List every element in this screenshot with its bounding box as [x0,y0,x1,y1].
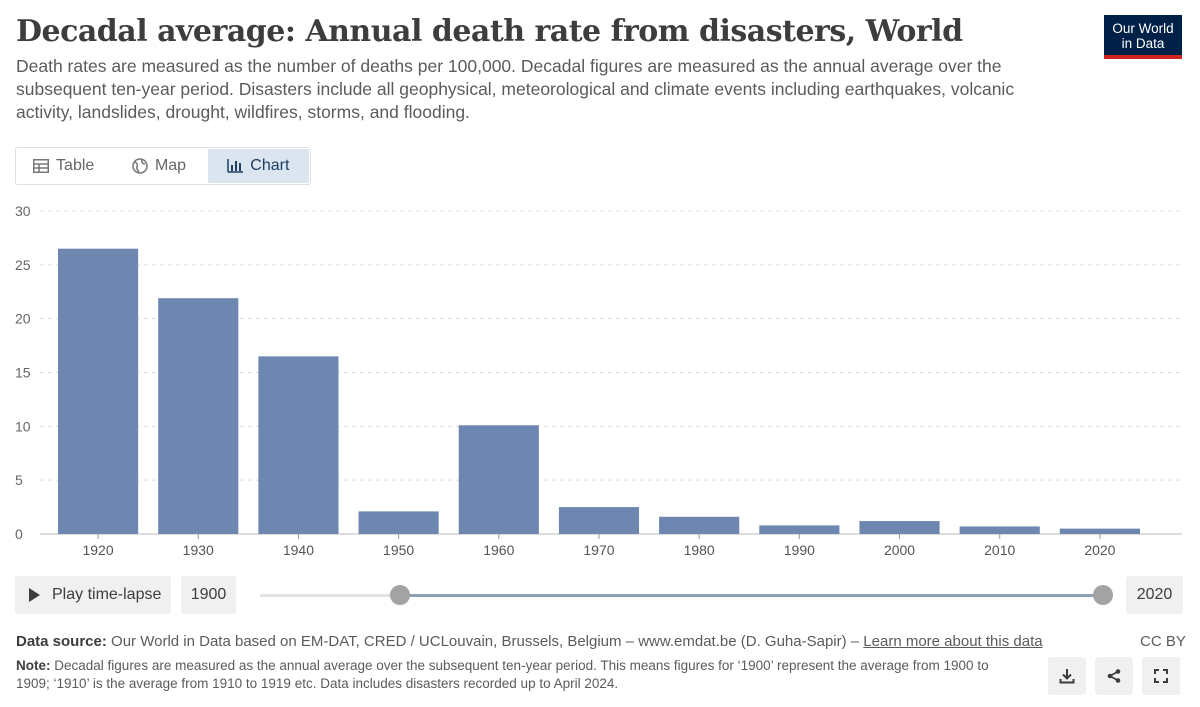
tab-table-label: Table [56,157,95,174]
note-label: Note: [16,658,51,673]
y-tick-label: 20 [15,311,31,327]
y-tick-label: 10 [15,418,31,434]
fullscreen-button[interactable] [1142,657,1180,695]
y-tick-label: 0 [15,526,23,542]
share-icon [1107,669,1121,683]
license-link[interactable]: CC BY [1140,633,1186,650]
bar-chart-icon [227,159,244,173]
x-tick-label: 1970 [583,542,614,558]
fullscreen-icon [1154,669,1168,683]
data-source: Data source: Our World in Data based on … [16,633,1043,650]
timeline-start-handle[interactable] [390,585,410,605]
bar-1920[interactable] [58,248,139,534]
bar-1970[interactable] [558,507,640,534]
tab-chart[interactable]: Chart [207,149,309,183]
tab-table[interactable]: Table [16,148,111,184]
x-tick-label: 1990 [784,542,815,558]
table-icon [33,159,50,173]
play-timelapse-label: Play time-lapse [52,586,162,603]
x-tick-label: 1950 [383,542,414,558]
tab-chart-label: Chart [250,157,290,174]
y-tick-label: 5 [15,472,23,488]
timeline-start-year[interactable]: 1900 [181,576,236,614]
chart-note: Note: Decadal figures are measured as th… [16,657,1006,693]
y-tick-label: 30 [15,203,31,219]
tab-map[interactable]: Map [111,148,206,184]
y-tick-label: 25 [15,257,31,273]
bar-2020[interactable] [1059,528,1140,534]
x-tick-label: 1940 [283,542,314,558]
x-tick-label: 2010 [984,542,1015,558]
x-tick-label: 2020 [1084,542,1115,558]
globe-icon [132,158,148,174]
x-tick-label: 1980 [684,542,715,558]
download-button[interactable] [1048,657,1086,695]
chart-subtitle: Death rates are measured as the number o… [16,56,1015,122]
bar-1960[interactable] [458,425,539,534]
y-tick-label: 15 [15,365,31,381]
x-tick-label: 1960 [483,542,514,558]
bar-2010[interactable] [959,526,1040,534]
play-timelapse-button[interactable]: Play time-lapse [15,576,171,614]
bar-1950[interactable] [358,511,439,534]
logo-line-1: Our World [1112,21,1174,36]
x-tick-label: 1930 [183,542,214,558]
bar-1980[interactable] [659,516,740,534]
play-icon [29,588,40,602]
timeline-end-year[interactable]: 2020 [1126,576,1183,614]
bar-1940[interactable] [258,356,339,534]
learn-more-link[interactable]: Learn more about this data [863,633,1043,650]
logo-line-2: in Data [1121,36,1165,51]
note-text: Decadal figures are measured as the annu… [16,658,989,691]
bar-2000[interactable] [859,521,940,534]
share-button[interactable] [1095,657,1133,695]
x-tick-label: 2000 [884,542,915,558]
bar-1990[interactable] [759,525,840,534]
bar-1930[interactable] [158,298,239,534]
tab-map-label: Map [154,157,187,174]
timeline-selected-range [400,594,1102,597]
chart-title: Decadal average: Annual death rate from … [16,14,963,49]
timeline-end-handle[interactable] [1093,585,1113,605]
bar-chart: 0 5 10 15 20 25 30 1920 1930 1940 1950 1960 1970 198… [15,203,1182,558]
download-icon [1059,669,1075,684]
x-tick-label: 1920 [82,542,113,558]
data-source-label: Data source: [16,633,107,650]
view-tabs: Table Map Chart [15,147,311,185]
owid-logo[interactable]: Our World in Data [1104,15,1182,59]
data-source-text: Our World in Data based on EM-DAT, CRED … [111,633,860,650]
